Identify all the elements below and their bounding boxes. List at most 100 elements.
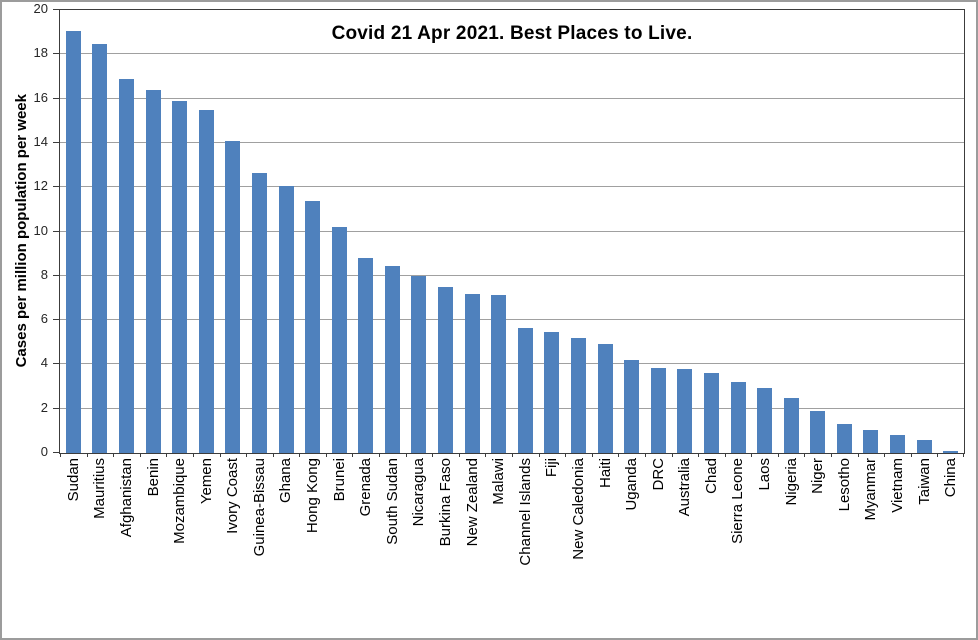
x-tick-mark [406,453,407,457]
y-tick-label: 6 [40,311,48,327]
x-tick-mark [592,453,593,457]
y-tick-mark [53,452,59,453]
x-tick-label: Ghana [273,458,300,640]
x-tick-mark [565,453,566,457]
x-tick-mark [618,453,619,457]
gridline [60,363,964,365]
x-tick-label: Mozambique [166,458,193,640]
x-tick-label: Sierra Leone [725,458,752,640]
x-tick-mark [804,453,805,457]
x-tick-mark [858,453,859,457]
y-tick-mark [53,53,59,55]
x-tick-mark [432,453,433,457]
x-tick-mark [246,453,247,457]
bar-ivory-coast [225,140,241,453]
x-tick-label-text: Guinea-Bissau [250,458,268,557]
x-tick-mark [911,453,912,457]
bar-niger [810,410,826,453]
y-tick-mark [53,407,59,409]
x-tick-label-text: Fiji [543,458,561,478]
x-tick-label-text: Malawi [490,458,508,505]
y-tick-mark [53,363,59,365]
x-tick-label-text: New Caledonia [569,458,587,560]
x-tick-label-text: Laos [756,458,774,491]
plot-area: Covid 21 Apr 2021. Best Places to Live. [59,9,965,454]
y-tick-label: 4 [40,355,48,371]
x-tick-label: Fiji [539,458,566,640]
bar-grenada [358,258,374,453]
x-tick-label: Haiti [592,458,619,640]
x-tick-mark [326,453,327,457]
x-tick-label: Hong Kong [299,458,326,640]
x-tick-label: DRC [645,458,672,640]
y-tick-mark [53,274,59,276]
x-tick-label: Malawi [485,458,512,640]
x-tick-label: Taiwan [911,458,938,640]
x-tick-label-text: Grenada [357,458,375,517]
x-tick-mark [113,453,114,457]
x-tick-mark [672,453,673,457]
bar-guinea-bissau [251,172,267,453]
bar-nigeria [783,397,799,453]
x-tick-label: Chad [698,458,725,640]
x-tick-label-text: Afghanistan [117,458,135,538]
x-tick-mark [698,453,699,457]
x-axis-ticks [60,453,964,458]
x-tick-mark [751,453,752,457]
x-tick-label: Benin [140,458,167,640]
x-tick-label-text: Myanmar [862,458,880,521]
y-tick-label: 8 [40,266,48,282]
x-tick-label: Grenada [352,458,379,640]
x-tick-mark [352,453,353,457]
y-tick-mark [53,186,59,188]
bar-mozambique [172,100,188,453]
x-tick-label: Guinea-Bissau [246,458,273,640]
x-tick-label-text: Channel Islands [516,458,534,566]
bar-mauritius [92,44,108,453]
bar-burkina-faso [438,286,454,453]
x-tick-label-text: Taiwan [915,458,933,505]
x-tick-mark [220,453,221,457]
y-tick-mark [53,9,59,10]
bar-afghanistan [118,78,134,453]
bar-nicaragua [411,275,427,453]
x-tick-label: Nicaragua [406,458,433,640]
x-tick-mark [539,453,540,457]
x-tick-label-text: China [942,458,960,498]
x-tick-label-text: Sierra Leone [729,458,747,544]
y-tick-label: 0 [40,444,48,459]
x-tick-label-text: Ghana [277,458,295,504]
x-tick-label-text: Haiti [596,458,614,489]
x-tick-mark [831,453,832,457]
gridline [60,319,964,321]
x-tick-label: Ivory Coast [220,458,247,640]
x-tick-mark [166,453,167,457]
x-tick-label: New Caledonia [565,458,592,640]
bar-channel-islands [517,327,533,453]
x-tick-label: Sudan [60,458,87,640]
x-tick-label: Brunei [326,458,353,640]
x-tick-label-text: Benin [144,458,162,497]
x-tick-mark [485,453,486,457]
x-tick-label-text: Sudan [64,458,82,502]
x-tick-label-text: Ivory Coast [224,458,242,534]
bar-chad [703,373,719,453]
bar-vietnam [890,435,906,453]
gridline [60,141,964,143]
x-tick-label: China [937,458,964,640]
x-tick-label: Burkina Faso [432,458,459,640]
x-tick-label-text: DRC [649,458,667,491]
x-tick-label-text: Mauritius [91,458,109,519]
chart-title: Covid 21 Apr 2021. Best Places to Live. [331,23,693,44]
y-tick-label: 2 [40,399,48,415]
x-tick-mark [963,453,964,457]
x-tick-mark [273,453,274,457]
bar-drc [650,367,666,453]
x-tick-label-text: Brunei [330,458,348,502]
x-tick-label-text: Niger [809,458,827,494]
x-tick-mark [645,453,646,457]
x-tick-label-text: Nigeria [782,458,800,506]
x-tick-label: Lesotho [831,458,858,640]
bar-south-sudan [384,265,400,453]
x-tick-mark [778,453,779,457]
